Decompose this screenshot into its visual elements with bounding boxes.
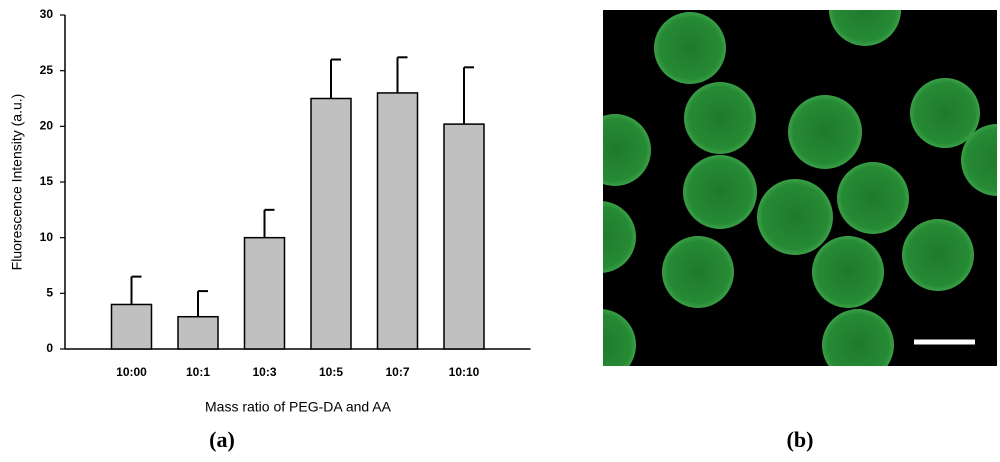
y-axis-label: Fluorescence Intensity (a.u.) [9, 94, 25, 271]
y-tick-label: 10 [40, 230, 54, 244]
x-axis-label: Mass ratio of PEG-DA and AA [205, 399, 392, 415]
bar [177, 315, 219, 350]
beads [603, 10, 997, 366]
x-tick-label: 10:00 [116, 365, 147, 379]
bar [310, 97, 352, 350]
y-tick-label: 5 [46, 286, 53, 300]
y-tick-label: 15 [40, 174, 54, 188]
x-tick-label: 10:7 [385, 365, 409, 379]
y-tick-label: 25 [40, 63, 54, 77]
bar [243, 236, 286, 350]
bar [110, 303, 153, 350]
x-tick-label: 10:10 [449, 365, 480, 379]
x-tick-label: 10:5 [319, 365, 343, 379]
bar [376, 92, 419, 350]
y-tick-label: 20 [40, 119, 54, 133]
x-tick-label: 10:3 [252, 365, 276, 379]
y-tick-label: 0 [46, 341, 53, 355]
y-tick-label: 30 [40, 7, 54, 21]
panel-caption: (a) [209, 427, 235, 452]
panel-caption: (b) [787, 427, 814, 452]
micrograph [603, 10, 997, 366]
x-tick-label: 10:1 [186, 365, 210, 379]
bar [443, 123, 485, 350]
